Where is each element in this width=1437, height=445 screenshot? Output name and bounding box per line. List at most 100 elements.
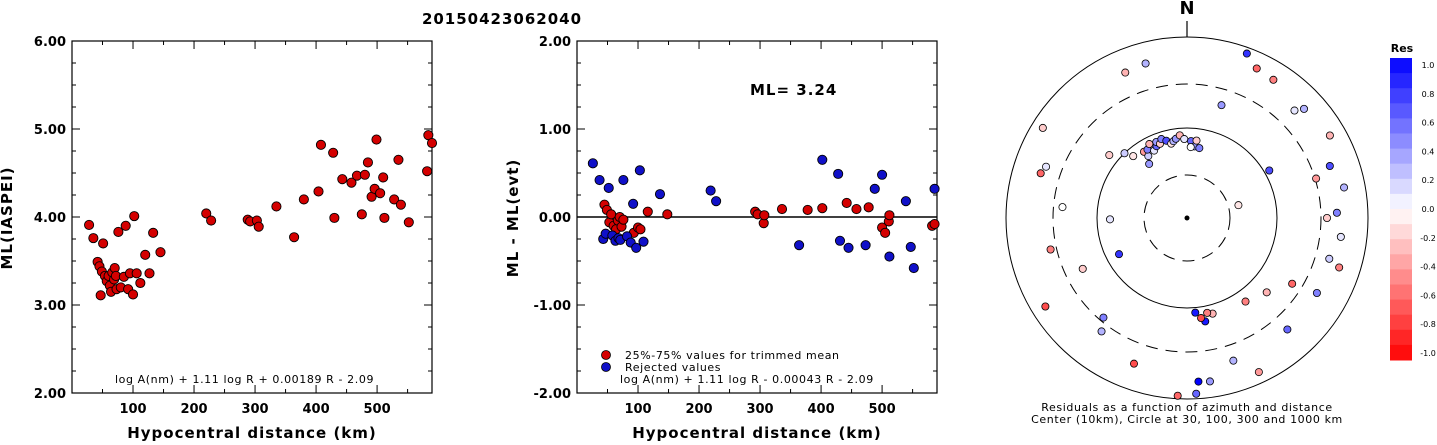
polar-residual-point bbox=[1325, 131, 1334, 140]
p1-data-point bbox=[315, 139, 326, 150]
p2-data-point bbox=[794, 240, 805, 251]
p2-xtick-label: 200 bbox=[685, 402, 712, 417]
p1-xtick-label: 400 bbox=[302, 402, 329, 417]
legend-label-trimmed: 25%-75% values for trimmed mean bbox=[625, 349, 840, 362]
colorbar-cell bbox=[1390, 163, 1412, 180]
colorbar-cell bbox=[1390, 148, 1412, 165]
colorbar-label: 0.4 bbox=[1422, 147, 1435, 156]
p2-data-point bbox=[628, 198, 639, 209]
p2-data-point bbox=[654, 189, 666, 200]
p1-data-point bbox=[346, 177, 357, 188]
p2-data-point bbox=[834, 235, 846, 246]
p2-data-point bbox=[863, 202, 874, 213]
polar-residual-point bbox=[1041, 302, 1050, 311]
p1-data-point bbox=[403, 217, 414, 228]
p2-data-point bbox=[662, 209, 673, 220]
p1-data-point bbox=[359, 169, 370, 180]
p1-data-point bbox=[378, 172, 389, 183]
p1-data-point bbox=[289, 232, 300, 243]
p2-data-point bbox=[851, 204, 862, 215]
p2-data-point bbox=[705, 185, 716, 196]
polar-residual-point bbox=[1312, 288, 1321, 297]
colorbar-cell bbox=[1390, 299, 1412, 316]
colorbar-title: Res bbox=[1391, 42, 1414, 55]
colorbar-cells bbox=[1390, 58, 1412, 361]
figure-title: 20150423062040 bbox=[422, 10, 582, 28]
p1-data-point bbox=[362, 157, 373, 168]
p2-data-point bbox=[884, 251, 895, 262]
polar-residual-point bbox=[1195, 144, 1204, 153]
p1-data-point bbox=[129, 211, 140, 222]
p1-data-point bbox=[253, 221, 264, 232]
polar-residual-point bbox=[1106, 215, 1115, 224]
polar-residual-point bbox=[1325, 254, 1334, 263]
colorbar-cell bbox=[1390, 254, 1412, 270]
polar-residual-point bbox=[1335, 263, 1344, 272]
polar-residual-point bbox=[1192, 389, 1201, 398]
colorbar-cell bbox=[1390, 118, 1412, 134]
colorbar-label: 0.6 bbox=[1422, 119, 1435, 128]
colorbar-label: -0.6 bbox=[1420, 291, 1436, 300]
p1-data-point bbox=[98, 238, 109, 249]
p2-data-point bbox=[877, 169, 888, 180]
colorbar-cell bbox=[1390, 178, 1412, 195]
polar-residual-point bbox=[1336, 232, 1345, 241]
polar-residual-point bbox=[1252, 64, 1261, 73]
polar-residual-point bbox=[1042, 162, 1051, 171]
polar-residual-point bbox=[1145, 159, 1154, 168]
azimuth-distance-polar-plot: N Residuals as a function of azimuth and… bbox=[1005, 0, 1369, 426]
polar-residual-point bbox=[1180, 135, 1189, 144]
p2-data-point bbox=[929, 183, 940, 194]
polar-residual-point bbox=[1186, 143, 1195, 152]
p1-ytick-label: 3.00 bbox=[34, 299, 66, 314]
p2-xtick-label: 300 bbox=[746, 402, 773, 417]
p2-data-point bbox=[929, 218, 940, 230]
p2-data-point bbox=[594, 174, 605, 186]
p1-data-point bbox=[88, 233, 99, 244]
colorbar-cell bbox=[1390, 284, 1412, 301]
circle-300km bbox=[1052, 83, 1322, 353]
colorbar-cell bbox=[1390, 314, 1412, 331]
polar-caption-line2: Center (10km), Circle at 30, 100, 300 an… bbox=[1031, 413, 1343, 426]
polar-residual-point bbox=[1129, 359, 1138, 368]
polar-residual-point bbox=[1300, 104, 1309, 113]
polar-residual-point bbox=[1097, 327, 1106, 336]
colorbar-cell bbox=[1390, 269, 1412, 285]
colorbar-label: 0.0 bbox=[1422, 205, 1435, 214]
p1-xtick-label: 100 bbox=[119, 402, 146, 417]
p1-data-point bbox=[389, 194, 400, 205]
polar-residual-point bbox=[1121, 68, 1130, 77]
p1-data-point bbox=[206, 215, 217, 226]
polar-residual-point bbox=[1323, 213, 1332, 222]
polar-residual-point bbox=[1099, 313, 1108, 322]
p1-data-point bbox=[426, 138, 438, 149]
polar-residual-point bbox=[1120, 149, 1129, 158]
p1-data-point bbox=[113, 226, 124, 238]
p2-data-point bbox=[843, 242, 854, 253]
polar-residual-point bbox=[1129, 152, 1138, 161]
p2-data-point bbox=[603, 182, 614, 194]
polar-residual-point bbox=[1205, 377, 1214, 386]
colorbar-label: -0.2 bbox=[1420, 234, 1436, 243]
p1-data-point bbox=[84, 219, 95, 230]
p1-data-point bbox=[95, 290, 106, 301]
p2-xtick-label: 500 bbox=[869, 402, 896, 417]
p1-ytick-label: 2.00 bbox=[34, 387, 66, 402]
panel1-formula: log A(nm) + 1.11 log R + 0.00189 R - 2.0… bbox=[115, 373, 374, 386]
north-label: N bbox=[1179, 0, 1194, 19]
p1-data-point bbox=[135, 277, 146, 289]
p2-data-point bbox=[635, 224, 646, 235]
ml-annotation: ML= 3.24 bbox=[750, 81, 837, 99]
polar-residual-point bbox=[1173, 391, 1182, 400]
p2-data-point bbox=[900, 196, 911, 207]
p1-data-point bbox=[356, 209, 367, 220]
colorbar-label: 0.8 bbox=[1422, 90, 1435, 99]
colorbar-cell bbox=[1390, 103, 1412, 119]
polar-residual-point bbox=[1046, 245, 1055, 254]
polar-residual-point bbox=[1078, 264, 1087, 273]
p2-data-point bbox=[860, 240, 871, 251]
polar-residual-point bbox=[1269, 75, 1278, 84]
p1-data-point bbox=[271, 201, 282, 212]
p1-data-point bbox=[375, 188, 386, 199]
panel1-x-label: Hypocentral distance (km) bbox=[127, 424, 377, 441]
